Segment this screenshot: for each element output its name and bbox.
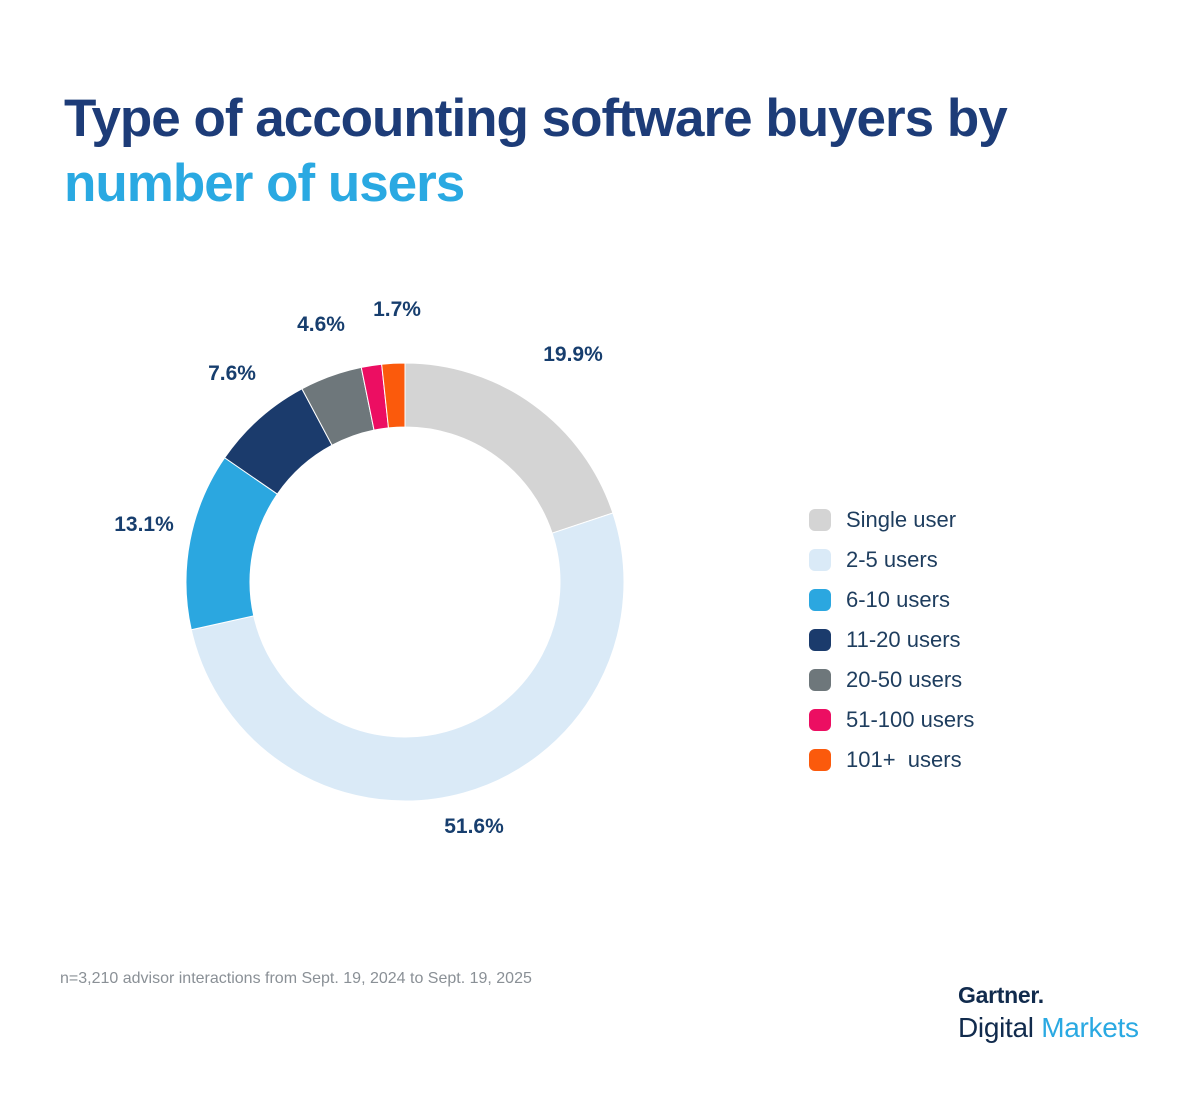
value-label-single-user: 19.9%: [543, 343, 603, 366]
chart-title-line-2: number of users: [64, 154, 465, 213]
legend-label: 11-20 users: [846, 627, 961, 652]
chart-title-line-1: Type of accounting software buyers by: [64, 89, 1008, 148]
legend-swatch: [809, 549, 831, 571]
legend-label: 20-50 users: [846, 667, 963, 692]
legend-label: Single user: [846, 507, 957, 532]
legend-swatch: [809, 589, 831, 611]
donut-segment-single-user: [404, 362, 614, 534]
legend-item-2-5-users: 2-5 users: [809, 547, 974, 572]
legend-swatch: [809, 669, 831, 691]
legend-item-11-20-users: 11-20 users: [809, 627, 974, 652]
value-label-6-10-users: 13.1%: [114, 513, 174, 536]
markets-text: Markets: [1041, 1012, 1139, 1043]
legend-item-single-user: Single user: [809, 507, 974, 532]
gartner-wordmark: Gartner: [958, 982, 1038, 1008]
legend-label: 2-5 users: [846, 547, 938, 572]
legend-label: 101+ users: [846, 747, 962, 772]
value-label-2-5-users: 51.6%: [444, 815, 504, 838]
legend-item-6-10-users: 6-10 users: [809, 587, 974, 612]
digital-markets-wordmark: Digital Markets: [958, 1012, 1139, 1043]
chart-title: Type of accounting software buyers by nu…: [64, 86, 1008, 216]
value-label-101-users: 1.7%: [373, 298, 421, 321]
legend-label: 51-100 users: [846, 707, 975, 732]
legend-label: 6-10 users: [846, 587, 950, 612]
value-label-20-50-users: 4.6%: [297, 313, 345, 336]
donut-segment-101-users: [381, 362, 406, 429]
gartner-digital-markets-logo: Gartner. Digital Markets: [958, 983, 1139, 1044]
legend-swatch: [809, 749, 831, 771]
sample-size-note: n=3,210 advisor interactions from Sept. …: [60, 970, 532, 987]
digital-text: Digital: [958, 1012, 1034, 1043]
legend-item-51-100-users: 51-100 users: [809, 707, 975, 732]
gartner-wordmark-line: Gartner.: [958, 983, 1139, 1008]
value-label-11-20-users: 7.6%: [208, 362, 256, 385]
donut-segment-2-5-users: [190, 512, 625, 802]
legend: Single user 2-5 users 6-10 users 11-20 user…: [809, 507, 975, 772]
legend-item-20-50-users: 20-50 users: [809, 667, 974, 692]
legend-swatch: [809, 629, 831, 651]
registered-mark: .: [1037, 982, 1044, 1008]
legend-item-101-users: 101+ users: [809, 747, 974, 772]
legend-swatch: [809, 709, 831, 731]
legend-swatch: [809, 509, 831, 531]
